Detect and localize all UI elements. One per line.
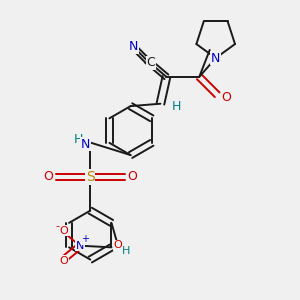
Text: N: N <box>76 241 84 251</box>
Text: H: H <box>122 246 130 256</box>
Text: O: O <box>127 170 137 183</box>
Text: O: O <box>59 226 68 236</box>
Text: O: O <box>113 240 122 250</box>
Text: C: C <box>146 56 155 69</box>
Text: +: + <box>82 234 89 244</box>
Text: H: H <box>172 100 182 113</box>
Text: N: N <box>211 52 220 64</box>
Text: O: O <box>44 170 53 183</box>
Text: O: O <box>59 256 68 266</box>
Text: S: S <box>86 170 95 184</box>
Text: O: O <box>221 91 231 104</box>
Text: H: H <box>74 133 83 146</box>
Text: N: N <box>81 137 91 151</box>
Text: -: - <box>55 221 59 231</box>
Text: N: N <box>129 40 138 53</box>
